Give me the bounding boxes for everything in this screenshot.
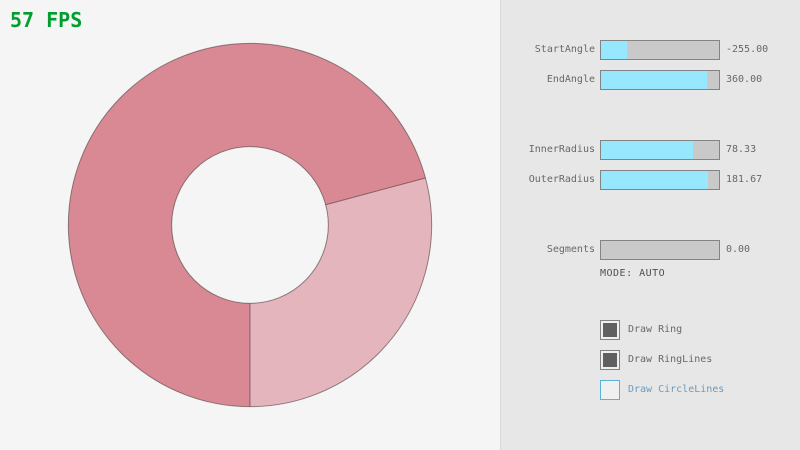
draw-ring-checkbox[interactable] <box>600 320 620 340</box>
start-angle-slider[interactable] <box>600 40 720 60</box>
slider-fill <box>601 41 627 59</box>
segments-row: Segments 0.00 <box>0 240 800 260</box>
ring-wedge-light <box>250 177 432 407</box>
fps-counter: 57 FPS <box>10 8 83 32</box>
ring-lines <box>67 42 433 408</box>
inner-radius-label: InnerRadius <box>528 144 595 155</box>
inner-radius-slider[interactable] <box>600 140 720 160</box>
outer-radius-slider[interactable] <box>600 170 720 190</box>
draw-circlelines-checkbox[interactable] <box>600 380 620 400</box>
ring-canvas <box>67 42 433 408</box>
inner-radius-row: InnerRadius 78.33 <box>0 140 800 160</box>
segments-slider[interactable] <box>600 240 720 260</box>
inner-ring-line <box>171 146 329 304</box>
end-angle-slider[interactable] <box>600 70 720 90</box>
start-angle-label: StartAngle <box>534 44 595 55</box>
end-angle-row: EndAngle 360.00 <box>0 70 800 90</box>
draw-ringlines-row: Draw RingLines <box>0 350 800 370</box>
draw-circlelines-label: Draw CircleLines <box>628 384 725 395</box>
inner-radius-value: 78.33 <box>726 144 757 155</box>
outer-radius-row: OuterRadius 181.67 <box>0 170 800 190</box>
start-angle-value: -255.00 <box>726 44 769 55</box>
draw-ringlines-checkbox[interactable] <box>600 350 620 370</box>
draw-circlelines-row: Draw CircleLines <box>0 380 800 400</box>
draw-ring-label: Draw Ring <box>628 324 683 335</box>
start-angle-row: StartAngle -255.00 <box>0 40 800 60</box>
segments-value: 0.00 <box>726 244 751 255</box>
check-mark <box>603 323 617 337</box>
segments-label: Segments <box>546 244 595 255</box>
outer-radius-value: 181.67 <box>726 174 763 185</box>
outer-ring-line <box>67 42 433 408</box>
ring-end-angle-line <box>325 177 426 206</box>
end-angle-label: EndAngle <box>546 74 595 85</box>
end-angle-value: 360.00 <box>726 74 763 85</box>
check-mark <box>603 353 617 367</box>
slider-fill <box>601 171 708 189</box>
draw-ringlines-label: Draw RingLines <box>628 354 713 365</box>
outer-radius-label: OuterRadius <box>528 174 595 185</box>
mode-label: MODE: AUTO <box>600 268 666 279</box>
slider-fill <box>601 141 693 159</box>
slider-fill <box>601 71 707 89</box>
draw-ring-row: Draw Ring <box>0 320 800 340</box>
